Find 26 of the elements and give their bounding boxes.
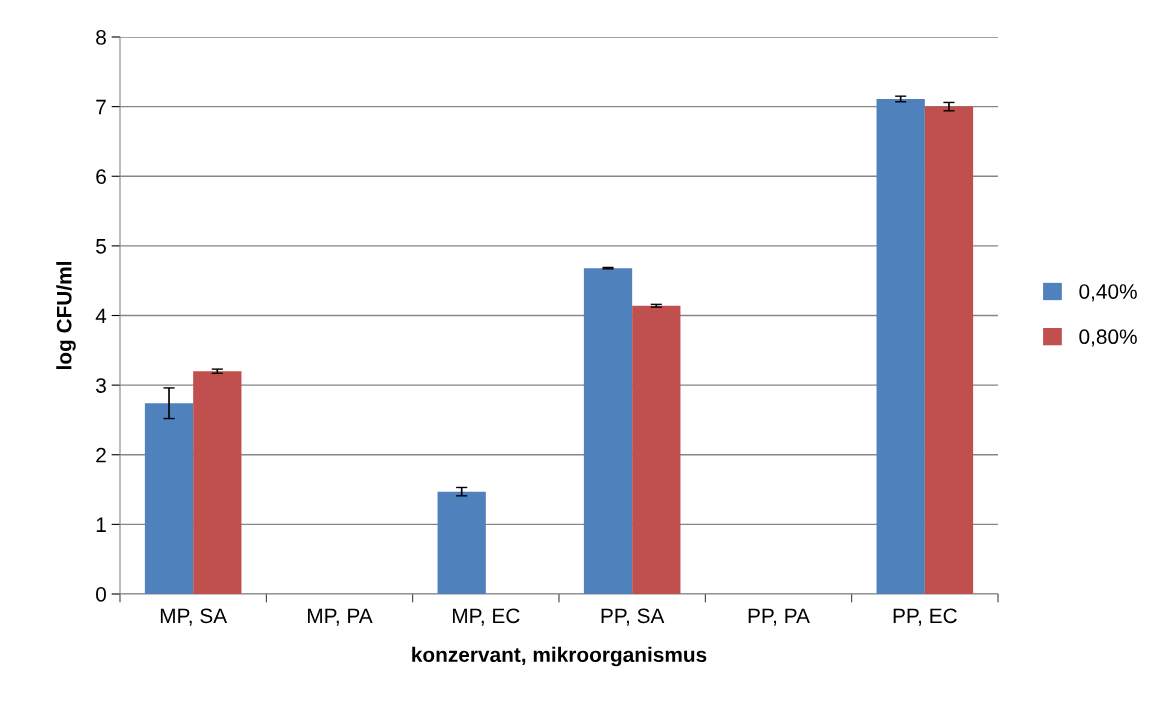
y-tick-label: 0 bbox=[96, 587, 106, 602]
legend-label: 0,40% bbox=[1079, 284, 1137, 302]
y-tick-label: 1 bbox=[96, 517, 106, 532]
bar bbox=[437, 491, 486, 594]
y-tick-label: 6 bbox=[96, 169, 106, 184]
y-tick-label: 5 bbox=[96, 239, 106, 254]
bar bbox=[144, 403, 194, 594]
x-tick-label: PP, PA bbox=[748, 608, 810, 626]
x-tick-label: MP, SA bbox=[160, 608, 228, 626]
y-tick-label: 7 bbox=[96, 99, 106, 115]
bar bbox=[193, 371, 242, 594]
y-axis-title: log CFU/ml bbox=[56, 262, 76, 370]
bar bbox=[876, 98, 925, 594]
x-tick-label: MP, EC bbox=[453, 608, 520, 626]
y-tick-label: 2 bbox=[96, 447, 106, 463]
bar bbox=[924, 106, 974, 594]
legend-label: 0,80% bbox=[1079, 329, 1137, 347]
y-tick-label: 3 bbox=[96, 378, 106, 393]
bar bbox=[632, 305, 681, 594]
y-tick-label: 8 bbox=[96, 30, 106, 45]
bar bbox=[583, 268, 633, 594]
x-tick-label: PP, SA bbox=[601, 608, 665, 626]
x-axis-title: konzervant, mikroorganismus bbox=[412, 646, 707, 667]
x-tick-label: MP, PA bbox=[308, 608, 373, 626]
y-tick-label: 4 bbox=[95, 308, 107, 324]
x-tick-label: PP, EC bbox=[893, 608, 957, 626]
